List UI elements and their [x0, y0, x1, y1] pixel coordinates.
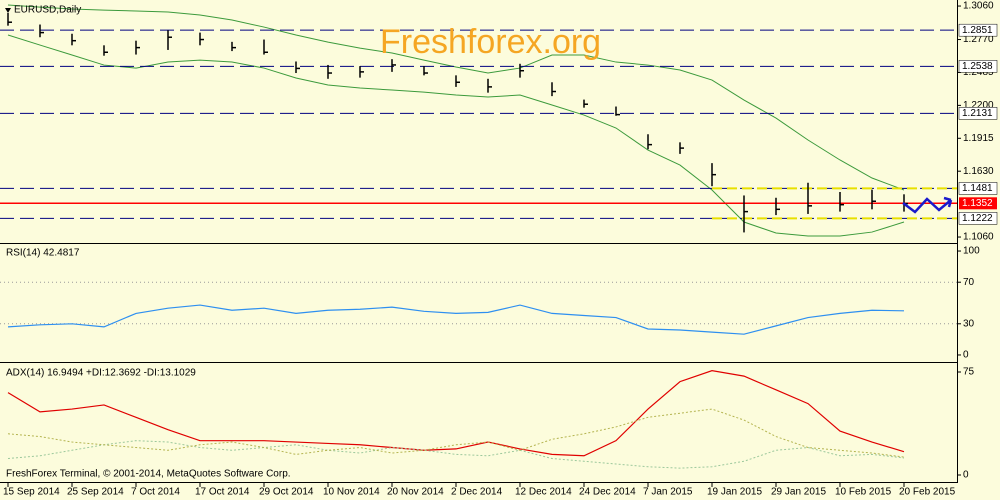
footer: FreshForex Terminal, © 2001-2014, MetaQu…	[6, 469, 291, 480]
rsi-title: RSI(14) 42.4817	[6, 248, 80, 259]
current-label: 1.1352	[962, 198, 993, 209]
x-tick-label: 25 Sep 2014	[67, 487, 124, 498]
indicator-line	[7, 440, 905, 469]
x-tick-label: 12 Dec 2014	[515, 487, 572, 498]
y-tick-label: 1.1915	[963, 133, 994, 144]
y-tick-label: 1.2485	[963, 67, 994, 78]
x-tick-label: 7 Jan 2015	[643, 487, 693, 498]
watermark: Freshforex.org	[380, 23, 601, 61]
menu-triangle[interactable]	[5, 8, 11, 13]
y-tick-label: 1.2770	[963, 34, 994, 45]
y-tick-label: 1.2200	[963, 100, 994, 111]
x-tick-label: 20 Feb 2015	[899, 487, 956, 498]
level-label: 1.1222	[962, 213, 993, 224]
level-label: 1.1481	[962, 183, 993, 194]
level-label: 1.2131	[962, 108, 993, 119]
current-label-box	[959, 197, 997, 210]
layer	[0, 4, 957, 469]
level-label-box	[958, 60, 998, 73]
chart-title: EURUSD,Daily	[14, 5, 81, 16]
y-tick-label: 0	[963, 350, 969, 361]
x-tick-label: 19 Jan 2015	[707, 487, 762, 498]
y-tick-label: 0	[963, 470, 969, 481]
level-label-box	[958, 107, 998, 120]
y-tick-label: 1.1060	[963, 232, 994, 243]
x-tick-label: 17 Oct 2014	[195, 487, 250, 498]
x-tick-label: 24 Dec 2014	[579, 487, 636, 498]
forecast-arrowhead	[943, 196, 953, 208]
level-label: 1.2851	[962, 25, 993, 36]
band-line	[7, 4, 905, 191]
y-tick-label: 75	[963, 367, 975, 378]
band-line	[7, 34, 905, 237]
indicator-line	[7, 370, 905, 457]
x-tick-label: 10 Nov 2014	[323, 487, 380, 498]
y-tick-label: 1.3060	[963, 1, 994, 12]
x-tick-label: 10 Feb 2015	[835, 487, 892, 498]
x-tick-label: 29 Oct 2014	[259, 487, 314, 498]
indicator-line	[7, 408, 905, 458]
level-label: 1.2538	[962, 61, 993, 72]
forecast-arrow	[902, 197, 952, 214]
x-tick-label: 2 Dec 2014	[451, 487, 503, 498]
level-label-box	[958, 23, 998, 37]
y-tick-label: 100	[963, 246, 980, 257]
level-label-box	[958, 212, 998, 225]
x-tick-label: 29 Jan 2015	[771, 487, 826, 498]
x-tick-label: 7 Oct 2014	[131, 487, 180, 498]
adx-title: ADX(14) 16.9494 +DI:12.3692 -DI:13.1029	[6, 368, 196, 379]
y-tick-label: 1.1630	[963, 166, 994, 177]
y-tick-label: 70	[963, 277, 975, 288]
x-tick-label: 15 Sep 2014	[3, 487, 60, 498]
y-tick-label: 30	[963, 318, 975, 329]
level-label-box	[958, 182, 998, 195]
x-tick-label: 20 Nov 2014	[387, 487, 444, 498]
indicator-line	[7, 304, 905, 335]
